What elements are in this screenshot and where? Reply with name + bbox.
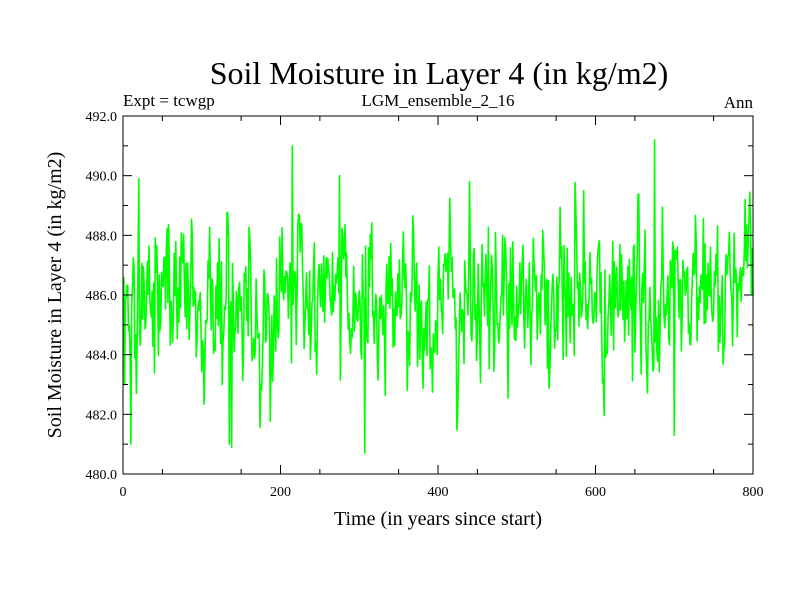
y-tick-label: 490.0 [86,170,118,185]
subtitle-experiment: Expt = tcwgp [123,91,215,110]
x-tick-label: 400 [428,485,449,500]
plot-area [122,139,754,454]
y-tick-label: 482.0 [86,408,118,423]
chart-title: Soil Moisture in Layer 4 (in kg/m2) [210,55,669,91]
y-axis-label: Soil Moisture in Layer 4 (in kg/m2) [44,152,66,439]
x-axis-label: Time (in years since start) [334,508,542,530]
x-tick-label: 0 [120,485,127,500]
y-tick-label: 480.0 [86,468,118,483]
y-tick-label: 484.0 [86,349,118,364]
series-line-soil-moisture [122,139,754,454]
x-tick-label: 600 [585,485,606,500]
y-axis: 480.0 482.0 484.0 486.0 488.0 490.0 492.0 [86,110,753,483]
y-tick-label: 492.0 [86,110,118,125]
subtitle-season: Ann [724,93,754,112]
x-tick-label: 200 [270,485,291,500]
subtitle-ensemble: LGM_ensemble_2_16 [362,91,515,110]
y-tick-label: 486.0 [86,289,118,304]
x-tick-label: 800 [743,485,764,500]
x-axis: 0 200 400 600 800 [120,116,764,500]
y-tick-label: 488.0 [86,229,118,244]
